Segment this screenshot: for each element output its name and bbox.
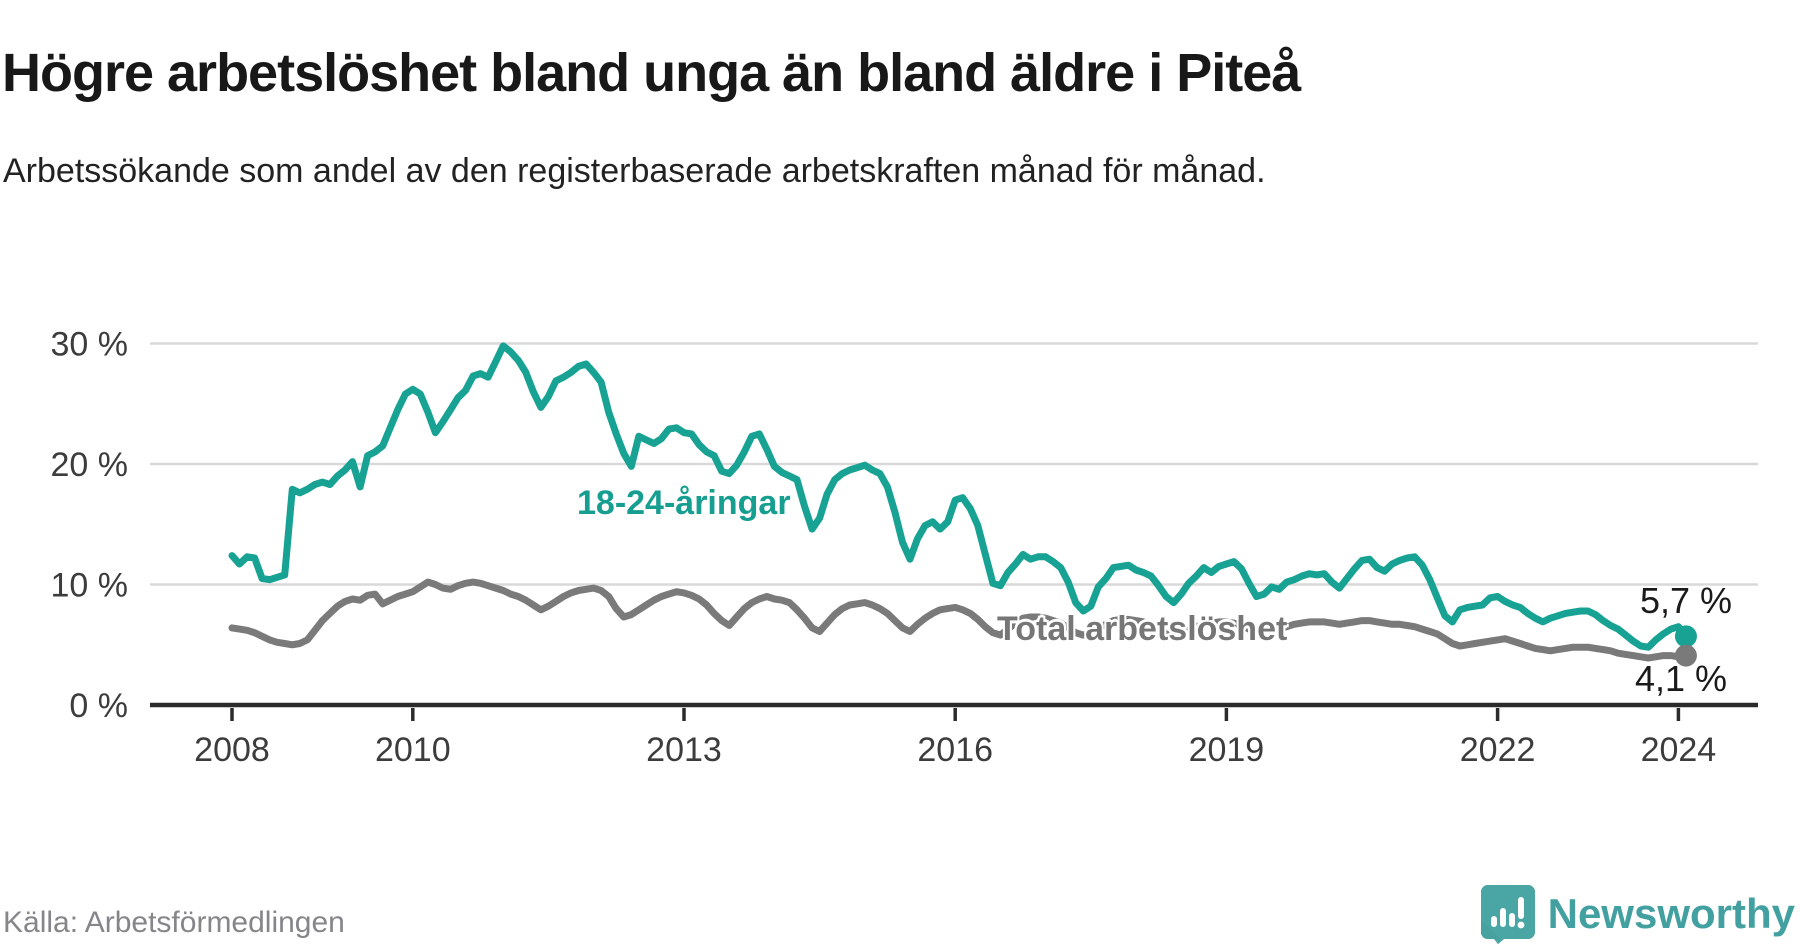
page-subtitle: Arbetssökande som andel av den registerb…	[3, 152, 1266, 190]
y-tick-label-10: 10 %	[51, 567, 129, 605]
chart-canvas: 0 % 10 % 20 % 30 % 2008 2010 2013 2016 2019 2022 2…	[51, 326, 1758, 769]
x-tick-label-2008: 2008	[194, 731, 270, 769]
x-tick-label-2019: 2019	[1189, 731, 1265, 769]
x-tick-label-2024: 2024	[1641, 731, 1717, 769]
series-line-Total arbetslöshet	[228, 578, 1690, 662]
bar-chart-speech-bubble-icon	[1480, 884, 1536, 944]
series-label-total: Total arbetslöshet	[997, 610, 1288, 648]
y-tick-label-30: 30 %	[51, 326, 129, 364]
end-value-label-youth: 5,7 %	[1639, 580, 1732, 621]
brand-wordmark: Newsworthy	[1547, 890, 1795, 937]
end-dot-18-24-åringar	[1674, 625, 1697, 648]
page-title: Högre arbetslöshet bland unga än bland ä…	[2, 43, 1301, 104]
x-tick-label-2022: 2022	[1460, 731, 1536, 769]
line-chart: 0 % 10 % 20 % 30 % 2008 2010 2013 2016 2019 2022 2…	[0, 252, 1800, 772]
end-dot-Total arbetslöshet	[1674, 644, 1697, 667]
series-line-18-24-åringar	[228, 342, 1690, 651]
source-note: Källa: Arbetsförmedlingen	[3, 906, 345, 939]
y-tick-label-20: 20 %	[51, 446, 129, 484]
y-tick-label-0: 0 %	[69, 687, 128, 725]
end-value-label-total: 4,1 %	[1634, 658, 1727, 699]
x-tick-label-2016: 2016	[917, 731, 993, 769]
x-tick-label-2013: 2013	[646, 731, 722, 769]
series-label-youth: 18-24-åringar	[577, 484, 791, 522]
newsworthy-brand: Newsworthy	[1480, 884, 1795, 944]
x-tick-label-2010: 2010	[375, 731, 451, 769]
